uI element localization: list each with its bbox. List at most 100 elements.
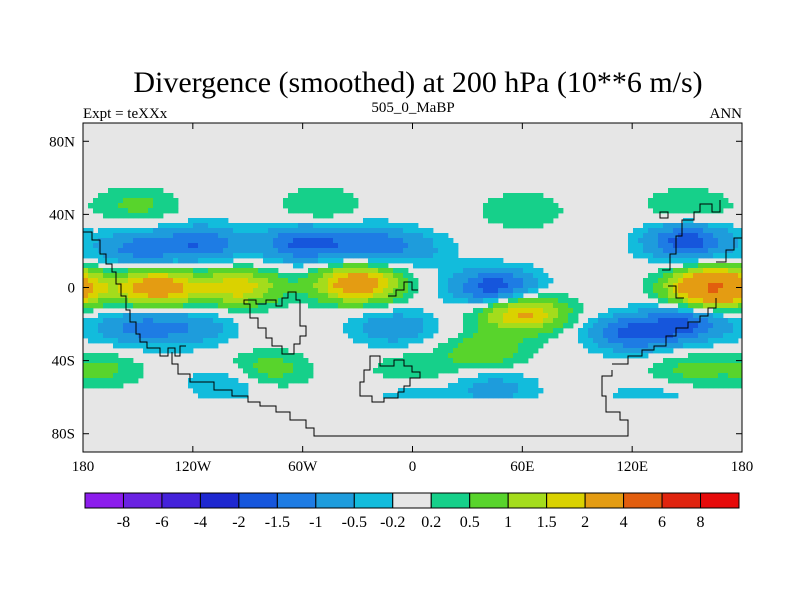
field-cell	[518, 203, 524, 209]
field-cell	[718, 358, 724, 364]
field-cell	[548, 323, 554, 329]
field-cell	[238, 308, 244, 314]
field-cell	[233, 288, 239, 294]
field-cell	[568, 308, 574, 314]
field-cell	[223, 278, 229, 284]
field-cell	[718, 248, 724, 254]
field-cell	[108, 383, 114, 389]
field-cell	[493, 343, 499, 349]
field-cell	[563, 308, 569, 314]
field-cell	[678, 203, 684, 209]
field-cell	[118, 253, 124, 259]
field-cell	[643, 388, 649, 394]
field-cell	[593, 348, 599, 354]
field-cell	[238, 283, 244, 289]
field-cell	[433, 318, 439, 324]
field-cell	[418, 363, 424, 369]
field-cell	[438, 263, 444, 269]
field-cell	[663, 253, 669, 259]
field-cell	[708, 368, 714, 374]
field-cell	[483, 328, 489, 334]
field-cell	[358, 263, 364, 269]
field-cell	[408, 248, 414, 254]
field-cell	[483, 263, 489, 269]
field-cell	[278, 373, 284, 379]
field-cell	[718, 278, 724, 284]
field-cell	[368, 293, 374, 299]
field-cell	[248, 353, 254, 359]
field-cell	[288, 358, 294, 364]
field-cell	[343, 198, 349, 204]
field-cell	[113, 283, 119, 289]
field-cell	[113, 198, 119, 204]
field-cell	[503, 193, 509, 199]
field-cell	[528, 323, 534, 329]
colorbar-swatch	[353, 492, 394, 509]
field-cell	[328, 193, 334, 199]
field-cell	[423, 238, 429, 244]
field-cell	[678, 308, 684, 314]
field-cell	[338, 208, 344, 214]
field-cell	[108, 198, 114, 204]
field-cell	[408, 323, 414, 329]
field-cell	[723, 303, 729, 309]
field-cell	[208, 273, 214, 279]
field-cell	[133, 228, 139, 234]
field-cell	[288, 203, 294, 209]
field-cell	[688, 198, 694, 204]
field-cell	[153, 278, 159, 284]
field-cell	[143, 278, 149, 284]
field-cell	[593, 333, 599, 339]
field-cell	[268, 298, 274, 304]
field-cell	[128, 188, 134, 194]
field-cell	[83, 238, 89, 244]
field-cell	[663, 223, 669, 229]
field-cell	[143, 333, 149, 339]
field-cell	[103, 238, 109, 244]
field-cell	[398, 358, 404, 364]
field-cell	[708, 318, 714, 324]
field-cell	[243, 283, 249, 289]
field-cell	[398, 313, 404, 319]
field-cell	[528, 313, 534, 319]
field-cell	[268, 248, 274, 254]
field-cell	[373, 333, 379, 339]
field-cell	[658, 198, 664, 204]
field-cell	[188, 218, 194, 224]
field-cell	[703, 188, 709, 194]
field-cell	[278, 298, 284, 304]
field-cell	[198, 278, 204, 284]
field-cell	[313, 193, 319, 199]
field-cell	[463, 333, 469, 339]
field-cell	[663, 373, 669, 379]
field-cell	[343, 248, 349, 254]
field-cell	[278, 233, 284, 239]
colorbar-swatch	[84, 492, 124, 509]
field-cell	[93, 368, 99, 374]
field-cell	[263, 278, 269, 284]
field-cell	[188, 278, 194, 284]
field-cell	[398, 368, 404, 374]
field-cell	[628, 333, 634, 339]
field-cell	[113, 243, 119, 249]
field-cell	[188, 328, 194, 334]
field-cell	[408, 293, 414, 299]
field-cell	[703, 253, 709, 259]
field-cell	[83, 323, 89, 329]
field-cell	[668, 258, 674, 264]
field-cell	[698, 268, 704, 274]
field-cell	[523, 303, 529, 309]
field-cell	[103, 313, 109, 319]
field-cell	[373, 233, 379, 239]
field-cell	[123, 238, 129, 244]
colorbar-swatch	[122, 492, 163, 509]
field-cell	[288, 298, 294, 304]
field-cell	[228, 258, 234, 264]
field-cell	[98, 208, 104, 214]
field-cell	[368, 253, 374, 259]
field-cell	[153, 298, 159, 304]
field-cell	[693, 233, 699, 239]
field-cell	[433, 388, 439, 394]
field-cell	[263, 253, 269, 259]
field-cell	[673, 313, 679, 319]
